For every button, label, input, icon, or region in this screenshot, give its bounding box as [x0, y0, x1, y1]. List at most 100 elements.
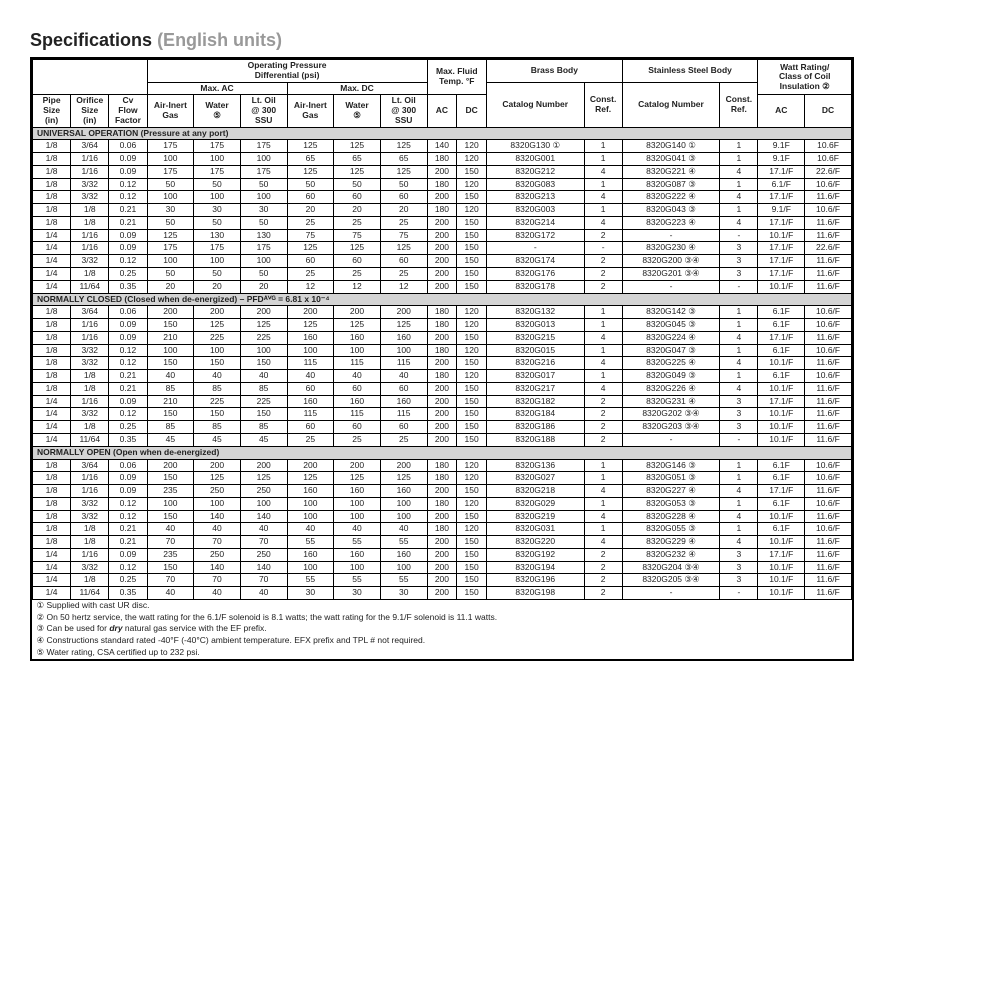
cell: 8320G172 [486, 229, 584, 242]
cell: 1/4 [33, 255, 71, 268]
cell: 200 [427, 587, 457, 600]
cell: 140 [427, 140, 457, 153]
cell: 200 [427, 561, 457, 574]
cell: 8320G231 ④ [622, 395, 720, 408]
ss-header: Stainless Steel Body [622, 60, 758, 83]
cell: 8320G222 ④ [622, 191, 720, 204]
cell: 6.1F [758, 344, 805, 357]
cell: 70 [147, 536, 194, 549]
cell: 65 [287, 153, 334, 166]
cell: 0.09 [109, 472, 147, 485]
cell: 0.09 [109, 242, 147, 255]
cell: 150 [457, 548, 487, 561]
table-row: 1/81/80.215050502525252001508320G2144832… [33, 216, 852, 229]
cell: 200 [427, 357, 457, 370]
cell: 10.1/F [758, 421, 805, 434]
cell: 20 [194, 280, 241, 293]
cell: 160 [334, 485, 381, 498]
cell: 1/16 [71, 319, 109, 332]
cell: 11/64 [71, 587, 109, 600]
cell: 2 [584, 587, 622, 600]
cell: 150 [240, 408, 287, 421]
cell: 4 [720, 331, 758, 344]
cell: 11.6/F [805, 382, 852, 395]
cell: 8320G146 ③ [622, 459, 720, 472]
cell: 9.1/F [758, 204, 805, 217]
cell: 1/4 [33, 561, 71, 574]
cell: 200 [427, 229, 457, 242]
cell: 225 [194, 331, 241, 344]
cell: 1/8 [33, 331, 71, 344]
cell: 1/4 [33, 433, 71, 446]
cell: 150 [457, 255, 487, 268]
cell: 11.6/F [805, 255, 852, 268]
table-row: 1/83/320.125050505050501801208320G083183… [33, 178, 852, 191]
cell: 30 [147, 204, 194, 217]
cell: 55 [380, 536, 427, 549]
cell: 120 [457, 140, 487, 153]
cell: 150 [147, 408, 194, 421]
cell: 100 [194, 497, 241, 510]
cell: 8320G001 [486, 153, 584, 166]
cell: 1/4 [33, 229, 71, 242]
cell: 60 [334, 382, 381, 395]
cell: 8320G212 [486, 165, 584, 178]
cell: 100 [147, 191, 194, 204]
cell: 150 [147, 510, 194, 523]
cell: 1/8 [33, 382, 71, 395]
cell: 200 [380, 306, 427, 319]
cell: 8320G029 [486, 497, 584, 510]
table-row: 1/41/80.255050502525252001508320G1762832… [33, 268, 852, 281]
cell: 17.1/F [758, 165, 805, 178]
cell: 20 [334, 204, 381, 217]
cell: 60 [380, 191, 427, 204]
cell: 1/4 [33, 395, 71, 408]
cell: 4 [720, 382, 758, 395]
section-header: NORMALLY CLOSED (Closed when de-energize… [33, 293, 852, 306]
cell: 120 [457, 497, 487, 510]
cell: 4 [720, 191, 758, 204]
cell: 1 [584, 319, 622, 332]
cell: 22.6/F [805, 242, 852, 255]
brass-header: Brass Body [486, 60, 622, 83]
cell: 125 [287, 472, 334, 485]
cell: 6.1F [758, 523, 805, 536]
cell: 8320G027 [486, 472, 584, 485]
cell: 1/8 [33, 472, 71, 485]
table-row: 1/81/160.091501251251251251251801208320G… [33, 472, 852, 485]
cell: 0.12 [109, 191, 147, 204]
cell: 8320G003 [486, 204, 584, 217]
cell: 3/32 [71, 497, 109, 510]
cell: 8320G220 [486, 536, 584, 549]
cell: 0.12 [109, 255, 147, 268]
cell: 160 [334, 331, 381, 344]
cell: 1 [720, 178, 758, 191]
cell: 8320G053 ③ [622, 497, 720, 510]
cell: - [720, 587, 758, 600]
table-row: 1/43/320.121001001006060602001508320G174… [33, 255, 852, 268]
cell: 160 [287, 331, 334, 344]
cell: 12 [287, 280, 334, 293]
cell: - [622, 433, 720, 446]
cell: 100 [334, 510, 381, 523]
cell: 3/64 [71, 306, 109, 319]
cell: 1/8 [33, 510, 71, 523]
blank-header [33, 60, 148, 95]
cell: 175 [147, 140, 194, 153]
cell: 40 [194, 523, 241, 536]
cell: 8320G204 ③④ [622, 561, 720, 574]
cell: 150 [457, 280, 487, 293]
cell: 180 [427, 204, 457, 217]
cell: - [622, 280, 720, 293]
cell: 200 [427, 255, 457, 268]
cell: 1/8 [71, 382, 109, 395]
cell: 4 [584, 485, 622, 498]
cell: 8320G224 ④ [622, 331, 720, 344]
cell: 120 [457, 472, 487, 485]
cell: 1 [584, 459, 622, 472]
cell: 40 [287, 370, 334, 383]
cell: 85 [240, 421, 287, 434]
cell: 125 [380, 242, 427, 255]
cell: 6.1F [758, 319, 805, 332]
cell: 150 [457, 587, 487, 600]
